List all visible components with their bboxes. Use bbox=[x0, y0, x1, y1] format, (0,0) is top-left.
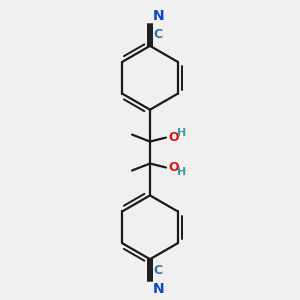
Text: H: H bbox=[177, 128, 186, 138]
Text: N: N bbox=[153, 282, 165, 296]
Text: C: C bbox=[153, 264, 162, 277]
Text: O: O bbox=[168, 131, 178, 144]
Text: N: N bbox=[153, 9, 165, 23]
Text: H: H bbox=[177, 167, 186, 178]
Text: O: O bbox=[168, 161, 178, 174]
Text: C: C bbox=[153, 28, 162, 41]
